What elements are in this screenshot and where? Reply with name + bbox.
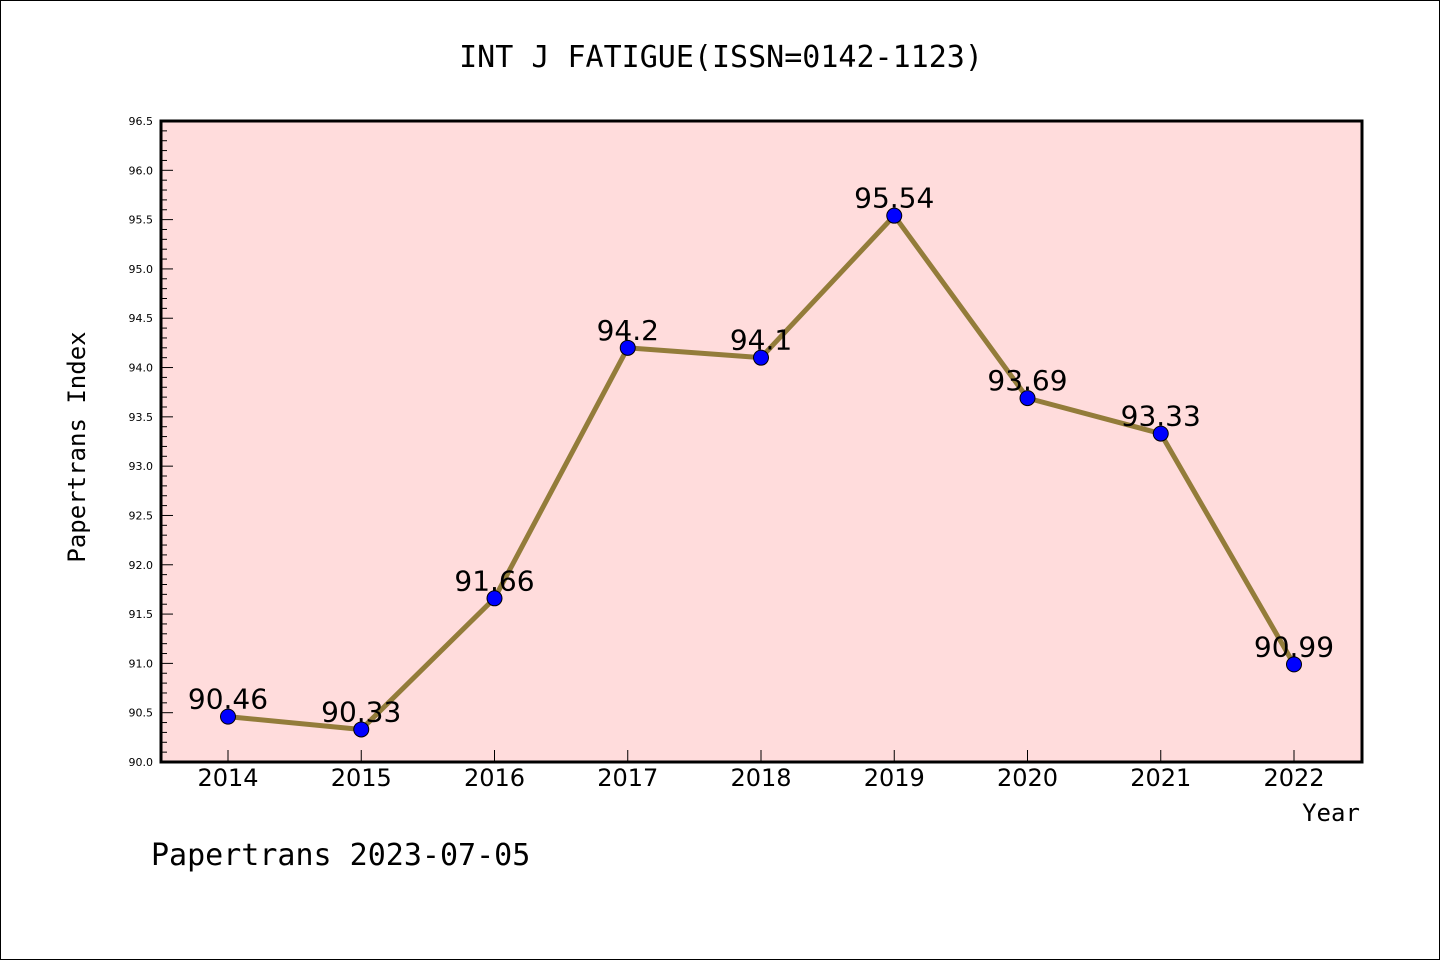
data-point [1152, 425, 1169, 442]
data-label: 94.1 [730, 324, 792, 357]
y-tick-label: 91.5 [129, 608, 154, 621]
y-tick-label: 92.5 [129, 509, 154, 522]
x-axis: 2014 2015 2016 2017 2018 2019 2020 2021 2022 [197, 750, 1325, 792]
x-tick-label: 2017 [597, 764, 658, 792]
data-point [886, 207, 903, 224]
data-label: 95.54 [854, 182, 934, 215]
x-tick-label: 2019 [864, 764, 925, 792]
y-tick-label: 95.5 [129, 214, 154, 227]
y-tick-label: 93.0 [129, 460, 154, 473]
x-tick-label: 2020 [997, 764, 1058, 792]
y-tick-label: 90.0 [129, 756, 154, 769]
data-label: 90.46 [188, 683, 268, 716]
data-label: 93.33 [1121, 400, 1201, 433]
plot-border [159, 119, 1364, 764]
y-tick-label: 96.0 [129, 164, 154, 177]
data-label: 91.66 [454, 564, 534, 597]
y-axis-label: Papertrans Index [63, 331, 91, 562]
x-tick-label: 2018 [730, 764, 791, 792]
y-tick-label: 94.0 [129, 362, 154, 375]
x-tick-label: 2015 [331, 764, 392, 792]
footer-text: Papertrans 2023-07-05 [151, 838, 530, 873]
y-axis: 90.0 90.5 91.0 91.5 92.0 92.5 93.0 93.5 94.0 94.5… [129, 115, 173, 769]
y-tick-label: 95.0 [129, 263, 154, 276]
x-tick-label: 2016 [464, 764, 525, 792]
y-tick-label: 90.5 [129, 707, 154, 720]
series-group: 90.46 90.33 91.66 94.2 94.1 95.54 93.69 93.33 90… [188, 182, 1334, 738]
data-point [753, 349, 769, 366]
x-tick-label: 2022 [1263, 764, 1324, 792]
data-point [619, 339, 636, 356]
data-label: 93.69 [987, 364, 1067, 397]
data-label: 90.99 [1254, 630, 1334, 663]
x-tick-label: 2014 [197, 764, 258, 792]
data-point [353, 721, 370, 738]
y-tick-label: 93.5 [129, 411, 154, 424]
y-tick-label: 96.5 [129, 115, 154, 128]
chart-title: INT J FATIGUE(ISSN=0142-1123) [459, 40, 983, 75]
y-tick-label: 94.5 [129, 312, 154, 325]
data-point [1019, 390, 1036, 407]
data-point [1286, 656, 1302, 673]
data-point [486, 590, 503, 607]
data-label: 90.33 [321, 695, 401, 728]
data-point [220, 708, 236, 725]
x-tick-label: 2021 [1130, 764, 1191, 792]
y-tick-label: 92.0 [129, 559, 154, 572]
plot-area [161, 121, 1362, 762]
x-axis-label: Year [1302, 799, 1360, 827]
data-label: 94.2 [597, 314, 659, 347]
y-tick-label: 91.0 [129, 657, 154, 670]
